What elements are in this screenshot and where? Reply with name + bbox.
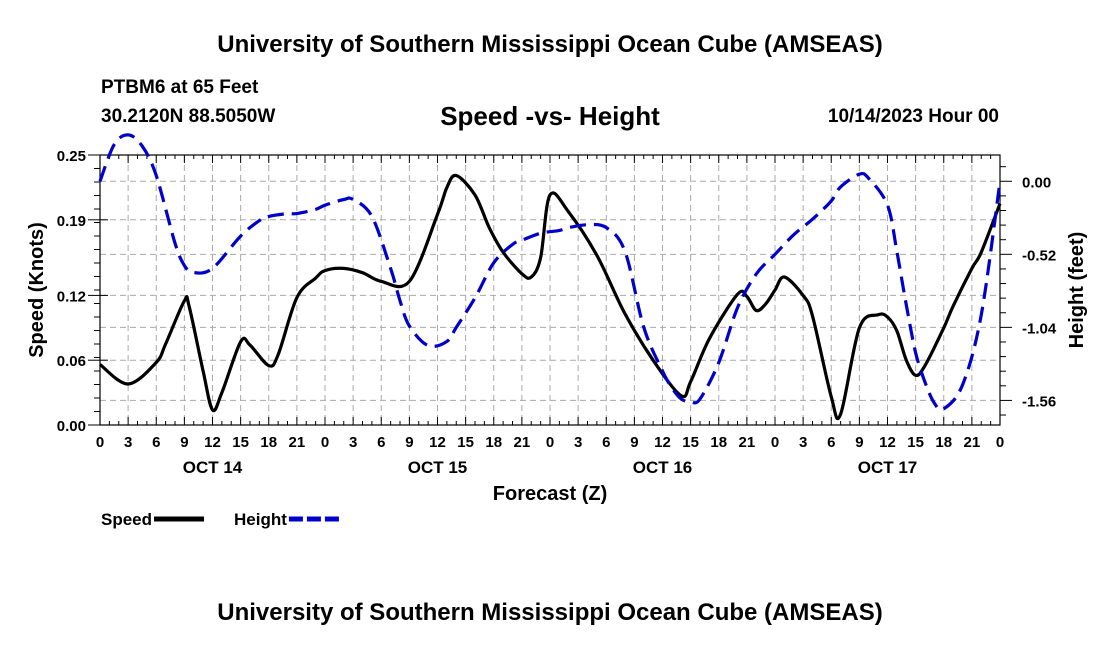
x-tick-label: 0	[996, 434, 1004, 451]
y-left-tick-label: 0.19	[57, 213, 86, 230]
x-tick-label: 3	[124, 434, 132, 451]
x-tick-label: 9	[405, 434, 413, 451]
series-line-speed	[98, 173, 1002, 421]
station-label: PTBM6 at 65 Feet	[101, 77, 259, 98]
x-tick-label: 3	[349, 434, 357, 451]
x-tick-label: 0	[321, 434, 329, 451]
y-axis-right-label: Height (feet)	[1066, 232, 1088, 349]
y-left-tick-label: 0.12	[57, 288, 86, 305]
x-axis-label: Forecast (Z)	[493, 483, 607, 505]
x-tick-label: 12	[204, 434, 221, 451]
x-tick-label: 6	[377, 434, 385, 451]
x-tick-label: 21	[739, 434, 756, 451]
coordinates-label: 30.2120N 88.5050W	[101, 106, 276, 127]
y-right-tick-label: -0.52	[1022, 247, 1056, 264]
page-title: University of Southern Mississippi Ocean…	[217, 31, 883, 58]
x-tick-label: 12	[429, 434, 446, 451]
x-tick-label: 21	[964, 434, 981, 451]
legend: Speed Height	[101, 510, 339, 529]
y-right-tick-label: -1.04	[1022, 320, 1057, 337]
x-tick-label: 21	[514, 434, 531, 451]
axes	[88, 154, 1012, 426]
x-tick-label: 15	[232, 434, 249, 451]
x-tick-label: 3	[574, 434, 582, 451]
grid	[100, 155, 1000, 425]
y-left-tick-label: 0.06	[57, 353, 86, 370]
y-left-tick-label: 0.25	[57, 148, 86, 165]
day-label: OCT 14	[183, 458, 243, 477]
series-layer	[98, 133, 1002, 421]
footer-title: University of Southern Mississippi Ocean…	[217, 599, 883, 626]
x-tick-label: 18	[260, 434, 277, 451]
legend-label-height: Height	[234, 510, 287, 529]
plot-frame	[99, 154, 1001, 426]
x-tick-label: 0	[546, 434, 554, 451]
axis-labels: Forecast (Z) Speed (Knots) Height (feet)…	[26, 148, 1088, 505]
x-tick-label: 15	[457, 434, 474, 451]
x-tick-label: 3	[799, 434, 807, 451]
forecast-datetime: 10/14/2023 Hour 00	[827, 106, 999, 127]
speed-height-chart: Forecast (Z) Speed (Knots) Height (feet)…	[26, 133, 1088, 529]
x-tick-label: 9	[855, 434, 863, 451]
x-tick-label: 18	[935, 434, 952, 451]
x-tick-label: 21	[289, 434, 306, 451]
x-tick-label: 9	[180, 434, 188, 451]
x-tick-label: 12	[879, 434, 896, 451]
x-tick-label: 12	[654, 434, 671, 451]
x-tick-label: 9	[630, 434, 638, 451]
day-label: OCT 17	[858, 458, 918, 477]
x-tick-label: 6	[152, 434, 160, 451]
x-tick-label: 0	[771, 434, 779, 451]
x-tick-label: 15	[907, 434, 924, 451]
x-tick-label: 18	[485, 434, 502, 451]
legend-label-speed: Speed	[101, 510, 152, 529]
x-tick-label: 18	[710, 434, 727, 451]
y-right-tick-label: -1.56	[1022, 393, 1056, 410]
x-tick-label: 0	[96, 434, 104, 451]
chart-title: Speed -vs- Height	[440, 101, 660, 131]
x-tick-label: 6	[602, 434, 610, 451]
day-label: OCT 16	[633, 458, 693, 477]
y-axis-left-label: Speed (Knots)	[26, 222, 48, 358]
day-label: OCT 15	[408, 458, 468, 477]
y-left-tick-label: 0.00	[57, 418, 86, 435]
y-right-tick-label: 0.00	[1022, 174, 1051, 191]
x-tick-label: 6	[827, 434, 835, 451]
series-line-height	[98, 133, 1002, 412]
x-tick-label: 15	[682, 434, 699, 451]
